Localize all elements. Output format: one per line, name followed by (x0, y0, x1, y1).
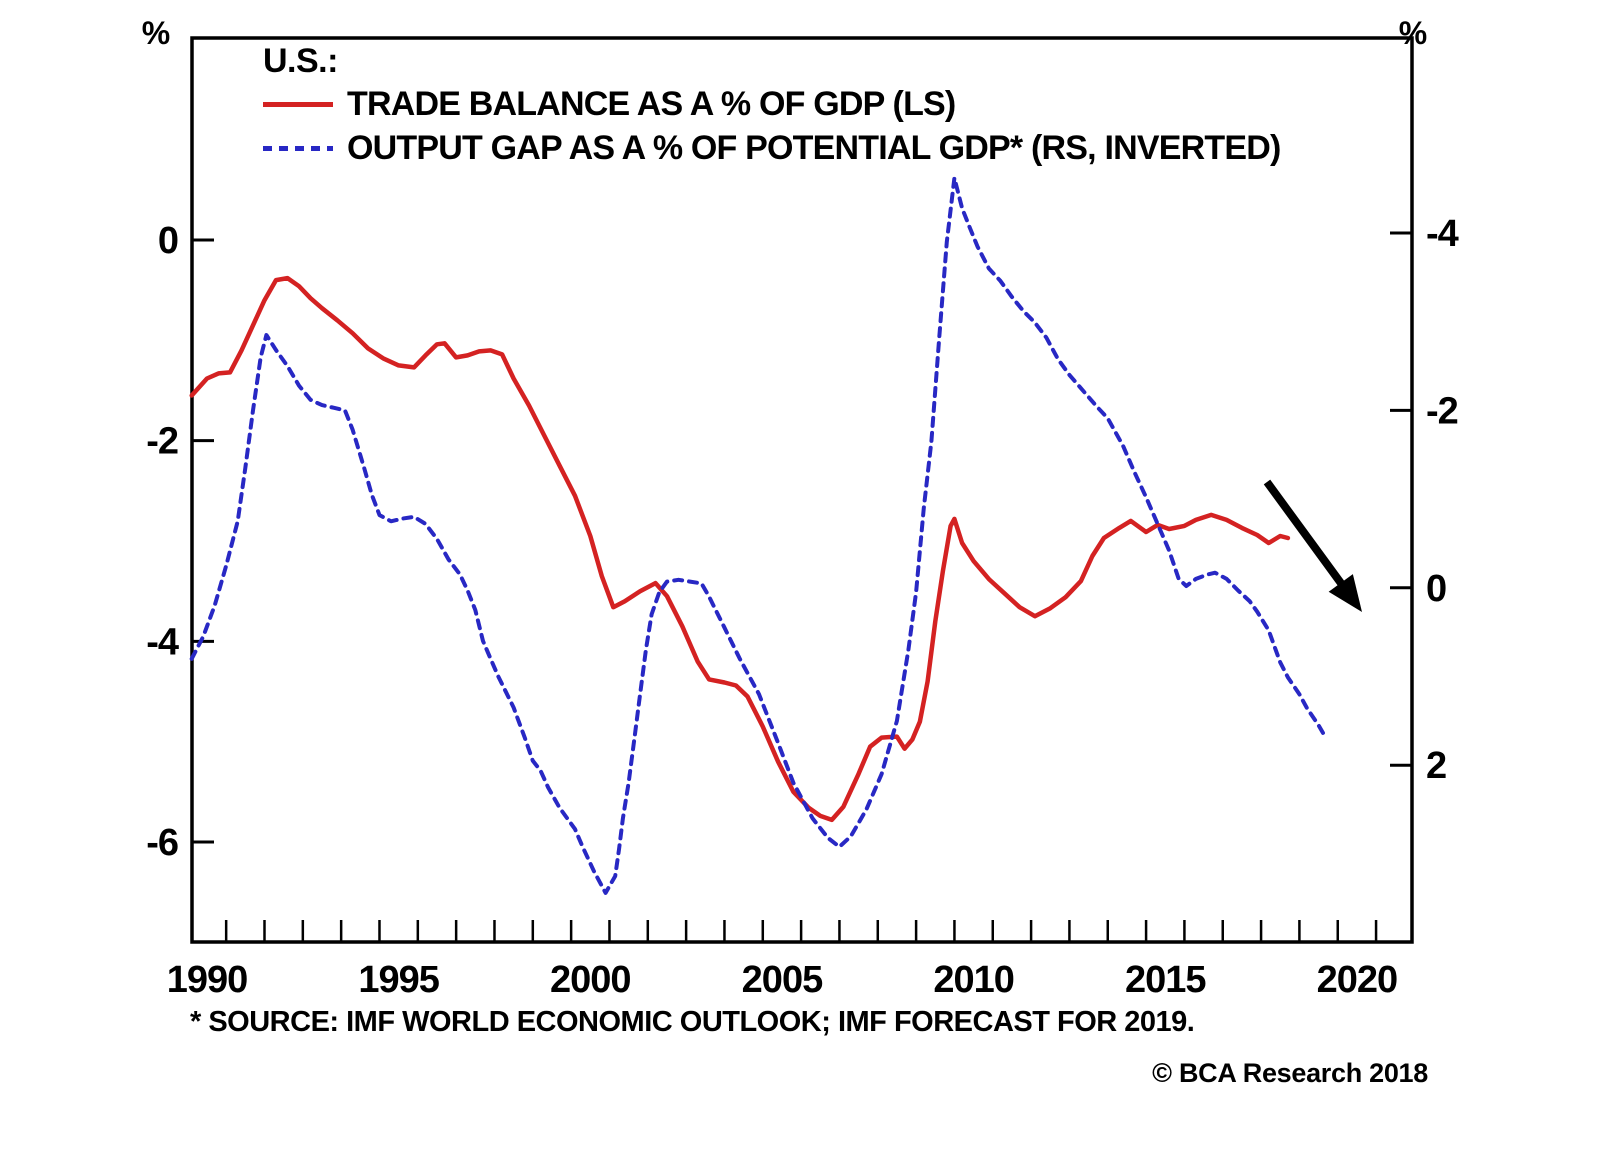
trend-arrow-shaft (1263, 479, 1348, 591)
right-axis-tick-label: -4 (1426, 213, 1459, 255)
left-axis-tick-label: -6 (146, 822, 178, 864)
trend-arrow-head (1328, 574, 1362, 612)
source-footnote: * SOURCE: IMF WORLD ECONOMIC OUTLOOK; IM… (190, 1006, 1195, 1038)
legend: U.S.: TRADE BALANCE AS A % OF GDP (LS) O… (263, 40, 1281, 170)
right-axis-tick-label: 2 (1426, 745, 1446, 787)
trade-balance-line-sample-icon (263, 101, 333, 107)
legend-group-label: U.S.: (263, 42, 338, 80)
x-axis-year-label: 2010 (933, 959, 1014, 1001)
output-gap-line-sample-icon (263, 145, 333, 151)
x-axis-year-label: 2015 (1125, 959, 1206, 1001)
x-axis-year-label: 1995 (358, 959, 439, 1001)
output-gap-line (189, 176, 1329, 895)
right-axis: -4 -2 0 2% (1390, 15, 1460, 787)
trade-balance-line (189, 275, 1291, 823)
x-axis-year-label: 2000 (550, 959, 631, 1001)
legend-label-output-gap: OUTPUT GAP AS A % OF POTENTIAL GDP* (RS,… (347, 128, 1281, 167)
legend-label-trade-balance: TRADE BALANCE AS A % OF GDP (LS) (347, 84, 956, 123)
left-axis-tick-label: -2 (146, 421, 178, 463)
x-axis-ticks (224, 920, 1378, 941)
left-axis-tick-label: -4 (146, 621, 179, 663)
right-axis-unit-label: % (1399, 15, 1427, 51)
copyright-credit: © BCA Research 2018 (1152, 1058, 1428, 1088)
x-axis-labels: 1990 1995 2000 2005 2010 2015 2020 (167, 959, 1398, 1001)
left-axis-tick-label: 0 (158, 220, 178, 262)
right-axis-tick-label: 0 (1426, 568, 1446, 610)
left-axis: 0 -2 -4 -6% (142, 15, 214, 864)
legend-item-output-gap: OUTPUT GAP AS A % OF POTENTIAL GDP* (RS,… (263, 126, 1281, 170)
x-axis-year-label: 2005 (742, 959, 823, 1001)
plot-border (190, 36, 1414, 944)
legend-item-trade-balance: TRADE BALANCE AS A % OF GDP (LS) (263, 82, 1280, 126)
trend-arrow (1263, 479, 1362, 612)
right-axis-tick-label: -2 (1426, 390, 1458, 432)
x-axis-year-label: 2020 (1317, 959, 1398, 1001)
left-axis-unit-label: % (142, 15, 170, 51)
x-axis-year-label: 1990 (167, 959, 248, 1001)
